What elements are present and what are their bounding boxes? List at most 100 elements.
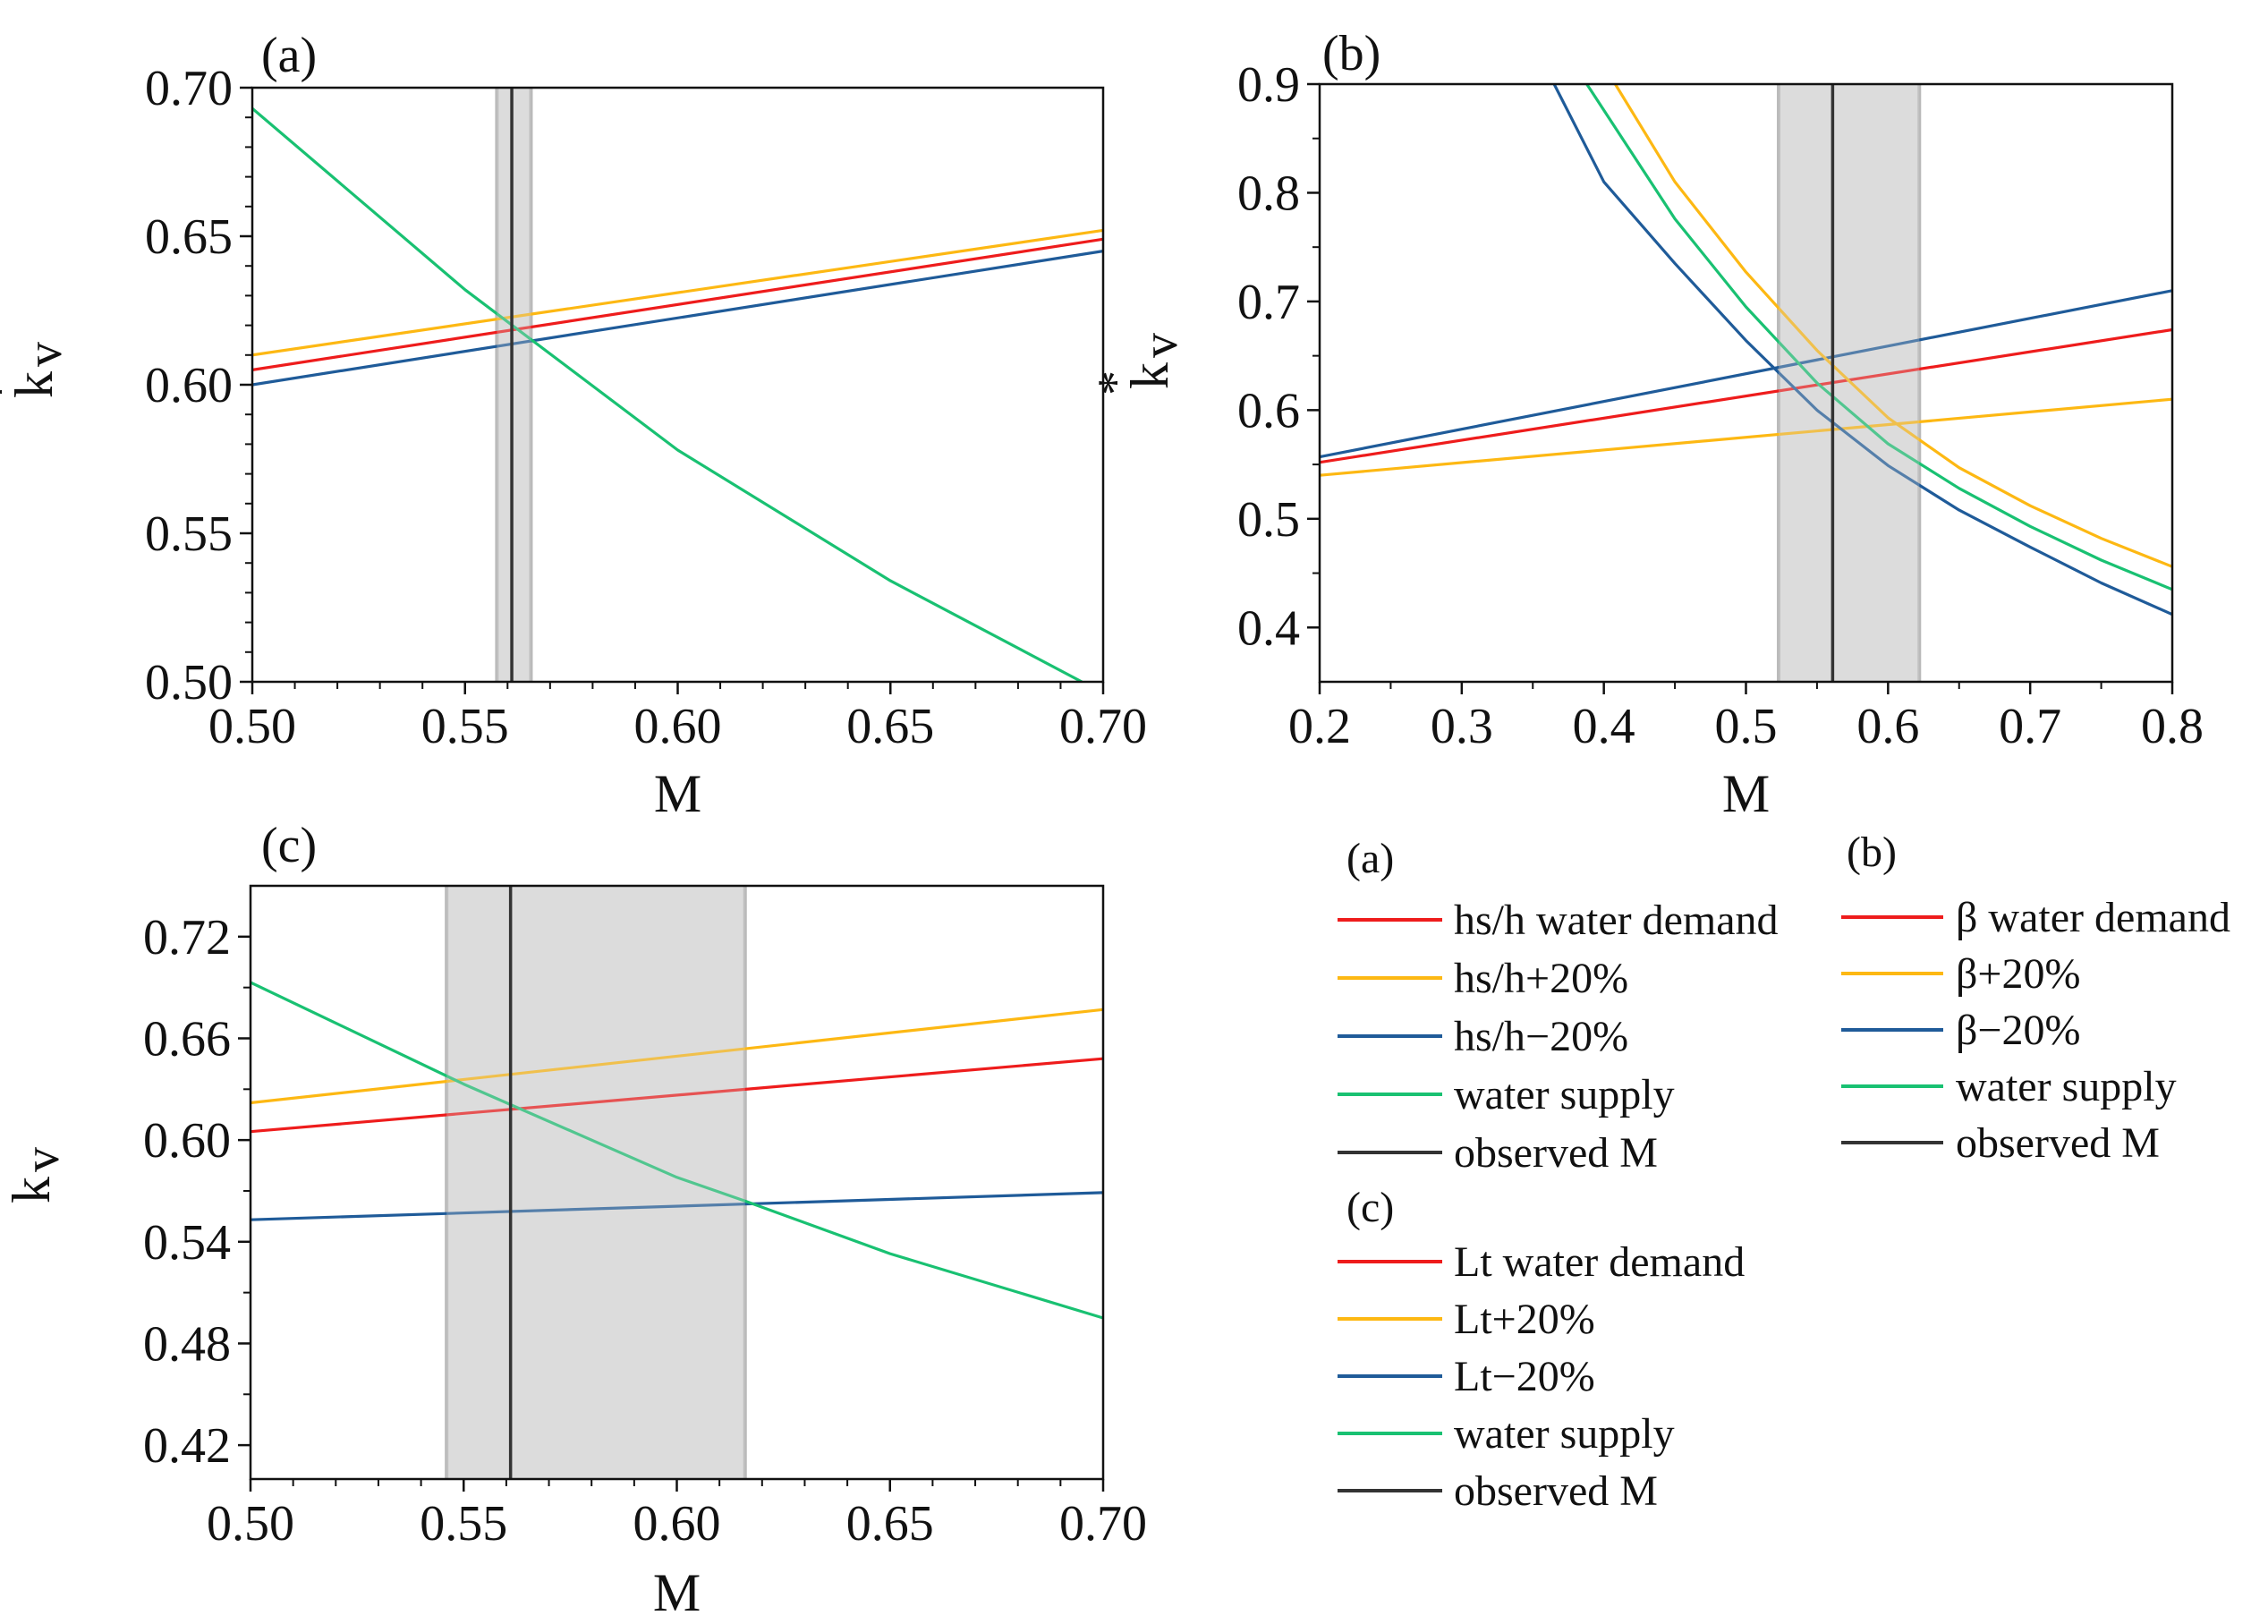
y-tick-label: 0.65 bbox=[145, 209, 233, 265]
y-tick-label: 0.5 bbox=[1237, 492, 1300, 548]
legend-label: water supply bbox=[1956, 1063, 2177, 1110]
legend-label: Lt−20% bbox=[1454, 1353, 1595, 1400]
legend-title: (c) bbox=[1346, 1184, 1394, 1231]
series-line-supply-3 bbox=[251, 981, 1103, 1320]
plot-frame bbox=[251, 86, 1105, 684]
series-line-supply-3 bbox=[1585, 84, 2172, 591]
series-line-demand-0 bbox=[1320, 327, 2172, 464]
legend-a: (a) hs/h water demand hs/h+20% hs/h−20% wate… bbox=[1338, 835, 1779, 1177]
plot-frame bbox=[1318, 82, 2174, 684]
x-axis-label: M bbox=[1722, 764, 1770, 823]
y-tick-label: 0.72 bbox=[143, 910, 231, 965]
legend-label: water supply bbox=[1454, 1071, 1675, 1118]
legend-title: (a) bbox=[1346, 835, 1394, 882]
series-line-minus20-2 bbox=[252, 250, 1103, 387]
series-line-minus20-2 bbox=[251, 1191, 1103, 1221]
series-line-plus20-1 bbox=[251, 1008, 1103, 1105]
legend-label: Lt water demand bbox=[1454, 1238, 1745, 1286]
series-line-plus20-1 bbox=[1320, 397, 2172, 477]
panel-label: (b) bbox=[1322, 26, 1380, 81]
y-tick-label: 0.66 bbox=[143, 1011, 231, 1067]
series-line-demand-0 bbox=[251, 1057, 1103, 1134]
x-tick-label: 0.70 bbox=[1059, 1496, 1147, 1552]
band-overlay bbox=[446, 886, 745, 1479]
observed-range-band bbox=[497, 88, 531, 682]
y-tick-label: 0.70 bbox=[145, 61, 233, 116]
x-tick-label: 0.3 bbox=[1431, 699, 1493, 754]
legend-label: hs/h+20% bbox=[1454, 955, 1628, 1002]
observed-range-band bbox=[1779, 84, 1920, 682]
x-tick-label: 0.65 bbox=[846, 699, 934, 754]
x-axis-label: M bbox=[654, 764, 701, 823]
x-tick-label: 0.7 bbox=[1999, 699, 2061, 754]
legend-label: Lt+20% bbox=[1454, 1296, 1595, 1343]
y-label-sub: v bbox=[17, 342, 72, 367]
chart-panel-b: 0.2 0.3 0.4 0.5 0.6 0.7 0.8 0.4 0.5 0.6 0.7 0.8 0.9 (… bbox=[1088, 26, 2204, 823]
x-tick-label: 0.6 bbox=[1856, 699, 1919, 754]
y-label-sub: v bbox=[14, 1147, 70, 1172]
y-tick-label: 0.54 bbox=[143, 1215, 231, 1271]
x-tick-label: 0.4 bbox=[1573, 699, 1635, 754]
series-group bbox=[1320, 84, 2172, 616]
x-tick-label: 0.70 bbox=[1059, 699, 1147, 754]
y-tick-label: 0.6 bbox=[1237, 383, 1300, 438]
y-label-base: k bbox=[1120, 362, 1179, 389]
chart-panel-c: 0.50 0.55 0.60 0.65 0.70 0.42 0.48 0.54 0.60 0.66… bbox=[0, 818, 1147, 1622]
series-line-supply-3 bbox=[252, 106, 1083, 682]
legend-label: hs/h water demand bbox=[1454, 897, 1779, 944]
x-axis-label: M bbox=[653, 1563, 701, 1622]
series-line-minus20-2 bbox=[1320, 289, 2172, 459]
y-tick-label: 0.60 bbox=[143, 1113, 231, 1169]
chart-panel-a: 0.50 0.55 0.60 0.65 0.70 0.50 0.55 0.60 0.65 0.70… bbox=[0, 28, 1147, 823]
y-tick-label: 0.60 bbox=[145, 358, 233, 413]
legend-c: (c) Lt water demand Lt+20% Lt−20% water supp… bbox=[1338, 1184, 1745, 1515]
x-tick-label: 0.50 bbox=[207, 1496, 294, 1552]
y-tick-label: 0.55 bbox=[145, 506, 233, 562]
x-tick-label: 0.60 bbox=[634, 699, 722, 754]
legend-title: (b) bbox=[1847, 829, 1897, 876]
x-tick-label: 0.55 bbox=[420, 1496, 507, 1552]
y-tick-label: 0.50 bbox=[145, 655, 233, 710]
band-overlay bbox=[497, 88, 531, 682]
y-tick-label: 0.42 bbox=[143, 1418, 231, 1474]
x-tick-label: 0.60 bbox=[633, 1496, 721, 1552]
series-group bbox=[252, 106, 1103, 682]
legend-label: β−20% bbox=[1956, 1007, 2080, 1054]
y-label-sup: * bbox=[0, 1185, 25, 1210]
x-tick-label: 0.8 bbox=[2141, 699, 2204, 754]
series-line-plus20-1 bbox=[252, 228, 1103, 357]
series-line-minus20-5 bbox=[1552, 84, 2172, 616]
legend-label: β+20% bbox=[1956, 950, 2080, 998]
y-tick-label: 0.48 bbox=[143, 1316, 231, 1372]
y-axis-label: k* v bbox=[0, 1147, 70, 1210]
y-label-base: k bbox=[4, 371, 64, 398]
legend-label: hs/h−20% bbox=[1454, 1013, 1628, 1060]
x-tick-label: 0.5 bbox=[1715, 699, 1778, 754]
y-label-sub: v bbox=[1133, 333, 1188, 358]
y-label-sup: * bbox=[1088, 370, 1143, 395]
band-overlay bbox=[1779, 84, 1920, 682]
legend-label: observed M bbox=[1454, 1467, 1658, 1515]
x-tick-label: 0.2 bbox=[1288, 699, 1351, 754]
y-tick-label: 0.7 bbox=[1237, 275, 1300, 330]
panel-label: (c) bbox=[261, 818, 317, 873]
y-label-base: k bbox=[2, 1177, 61, 1203]
legend-label: β water demand bbox=[1956, 894, 2230, 941]
y-axis-label: k* v bbox=[0, 342, 72, 404]
panel-label: (a) bbox=[261, 28, 317, 83]
y-label-sup: * bbox=[0, 379, 28, 404]
x-tick-label: 0.55 bbox=[421, 699, 509, 754]
legend-b: (b) β water demand β+20% β−20% water supply o… bbox=[1841, 829, 2230, 1167]
x-tick-label: 0.65 bbox=[846, 1496, 934, 1552]
y-tick-label: 0.9 bbox=[1237, 57, 1300, 113]
y-tick-label: 0.4 bbox=[1237, 600, 1300, 656]
series-line-plus20-4 bbox=[1614, 84, 2172, 568]
legend-label: water supply bbox=[1454, 1410, 1675, 1458]
legend-label: observed M bbox=[1454, 1129, 1658, 1177]
legend-label: observed M bbox=[1956, 1119, 2160, 1167]
x-tick-label: 0.50 bbox=[208, 699, 296, 754]
series-group bbox=[251, 981, 1103, 1320]
y-axis-label: k* v bbox=[1088, 333, 1188, 395]
series-line-demand-0 bbox=[252, 237, 1103, 371]
